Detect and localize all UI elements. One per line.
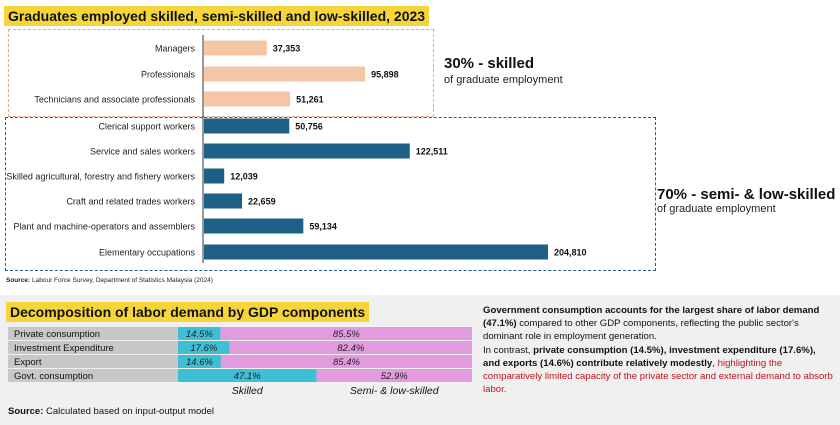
category-label-0: Managers	[155, 44, 196, 54]
graduate-employment-chart: Managers 37,353 Professionals 95,898 Technic…	[6, 35, 587, 263]
bar-7	[204, 218, 304, 234]
category-label-5: Skilled agricultural, forestry and fishe…	[6, 172, 195, 182]
category-label-3: Clerical support workers	[98, 122, 195, 132]
category-label-8: Elementary occupations	[99, 248, 196, 258]
bar-0	[204, 40, 267, 56]
value-label-8: 204,810	[554, 248, 587, 258]
semi-skilled-share-callout: 70% - semi- & low-skilled	[657, 186, 836, 203]
bar-5	[204, 168, 225, 184]
value-label-4: 122,511	[416, 147, 448, 157]
bar-6	[204, 193, 243, 209]
value-label-0: 37,353	[273, 44, 301, 54]
skilled-group-box	[8, 29, 434, 117]
chart2-title: Decomposition of labor demand by GDP com…	[6, 302, 370, 322]
bar-1	[204, 66, 366, 82]
chart2-source: Source: Calculated based on input-output…	[8, 406, 214, 417]
chart1-source: Source: Labour Force Survey, Department …	[6, 277, 213, 284]
value-label-2: 51,261	[296, 95, 324, 105]
bar-3	[204, 118, 290, 134]
value-label-1: 95,898	[371, 70, 399, 80]
commentary-paragraph: Government consumption accounts for the …	[483, 305, 833, 396]
skilled-share-callout: 30% - skilled	[444, 55, 535, 72]
skilled-share-subtext: of graduate employment	[444, 74, 563, 86]
value-label-3: 50,756	[295, 122, 323, 132]
category-label-7: Plant and machine-operators and assemble…	[13, 222, 195, 232]
bar-4	[204, 143, 410, 159]
semi-skilled-share-subtext: of graduate employment	[657, 203, 776, 215]
semi-skilled-group-box	[5, 117, 656, 271]
chart1-title: Graduates employed skilled, semi-skilled…	[4, 6, 430, 26]
value-label-6: 22,659	[248, 197, 276, 207]
category-label-1: Professionals	[141, 70, 196, 80]
category-label-6: Craft and related trades workers	[66, 197, 195, 207]
category-label-4: Service and sales workers	[90, 147, 196, 157]
bar-2	[204, 91, 291, 107]
value-label-5: 12,039	[230, 172, 258, 182]
category-label-2: Technicians and associate professionals	[34, 95, 195, 105]
value-label-7: 59,134	[309, 222, 337, 232]
bar-8	[204, 244, 548, 260]
